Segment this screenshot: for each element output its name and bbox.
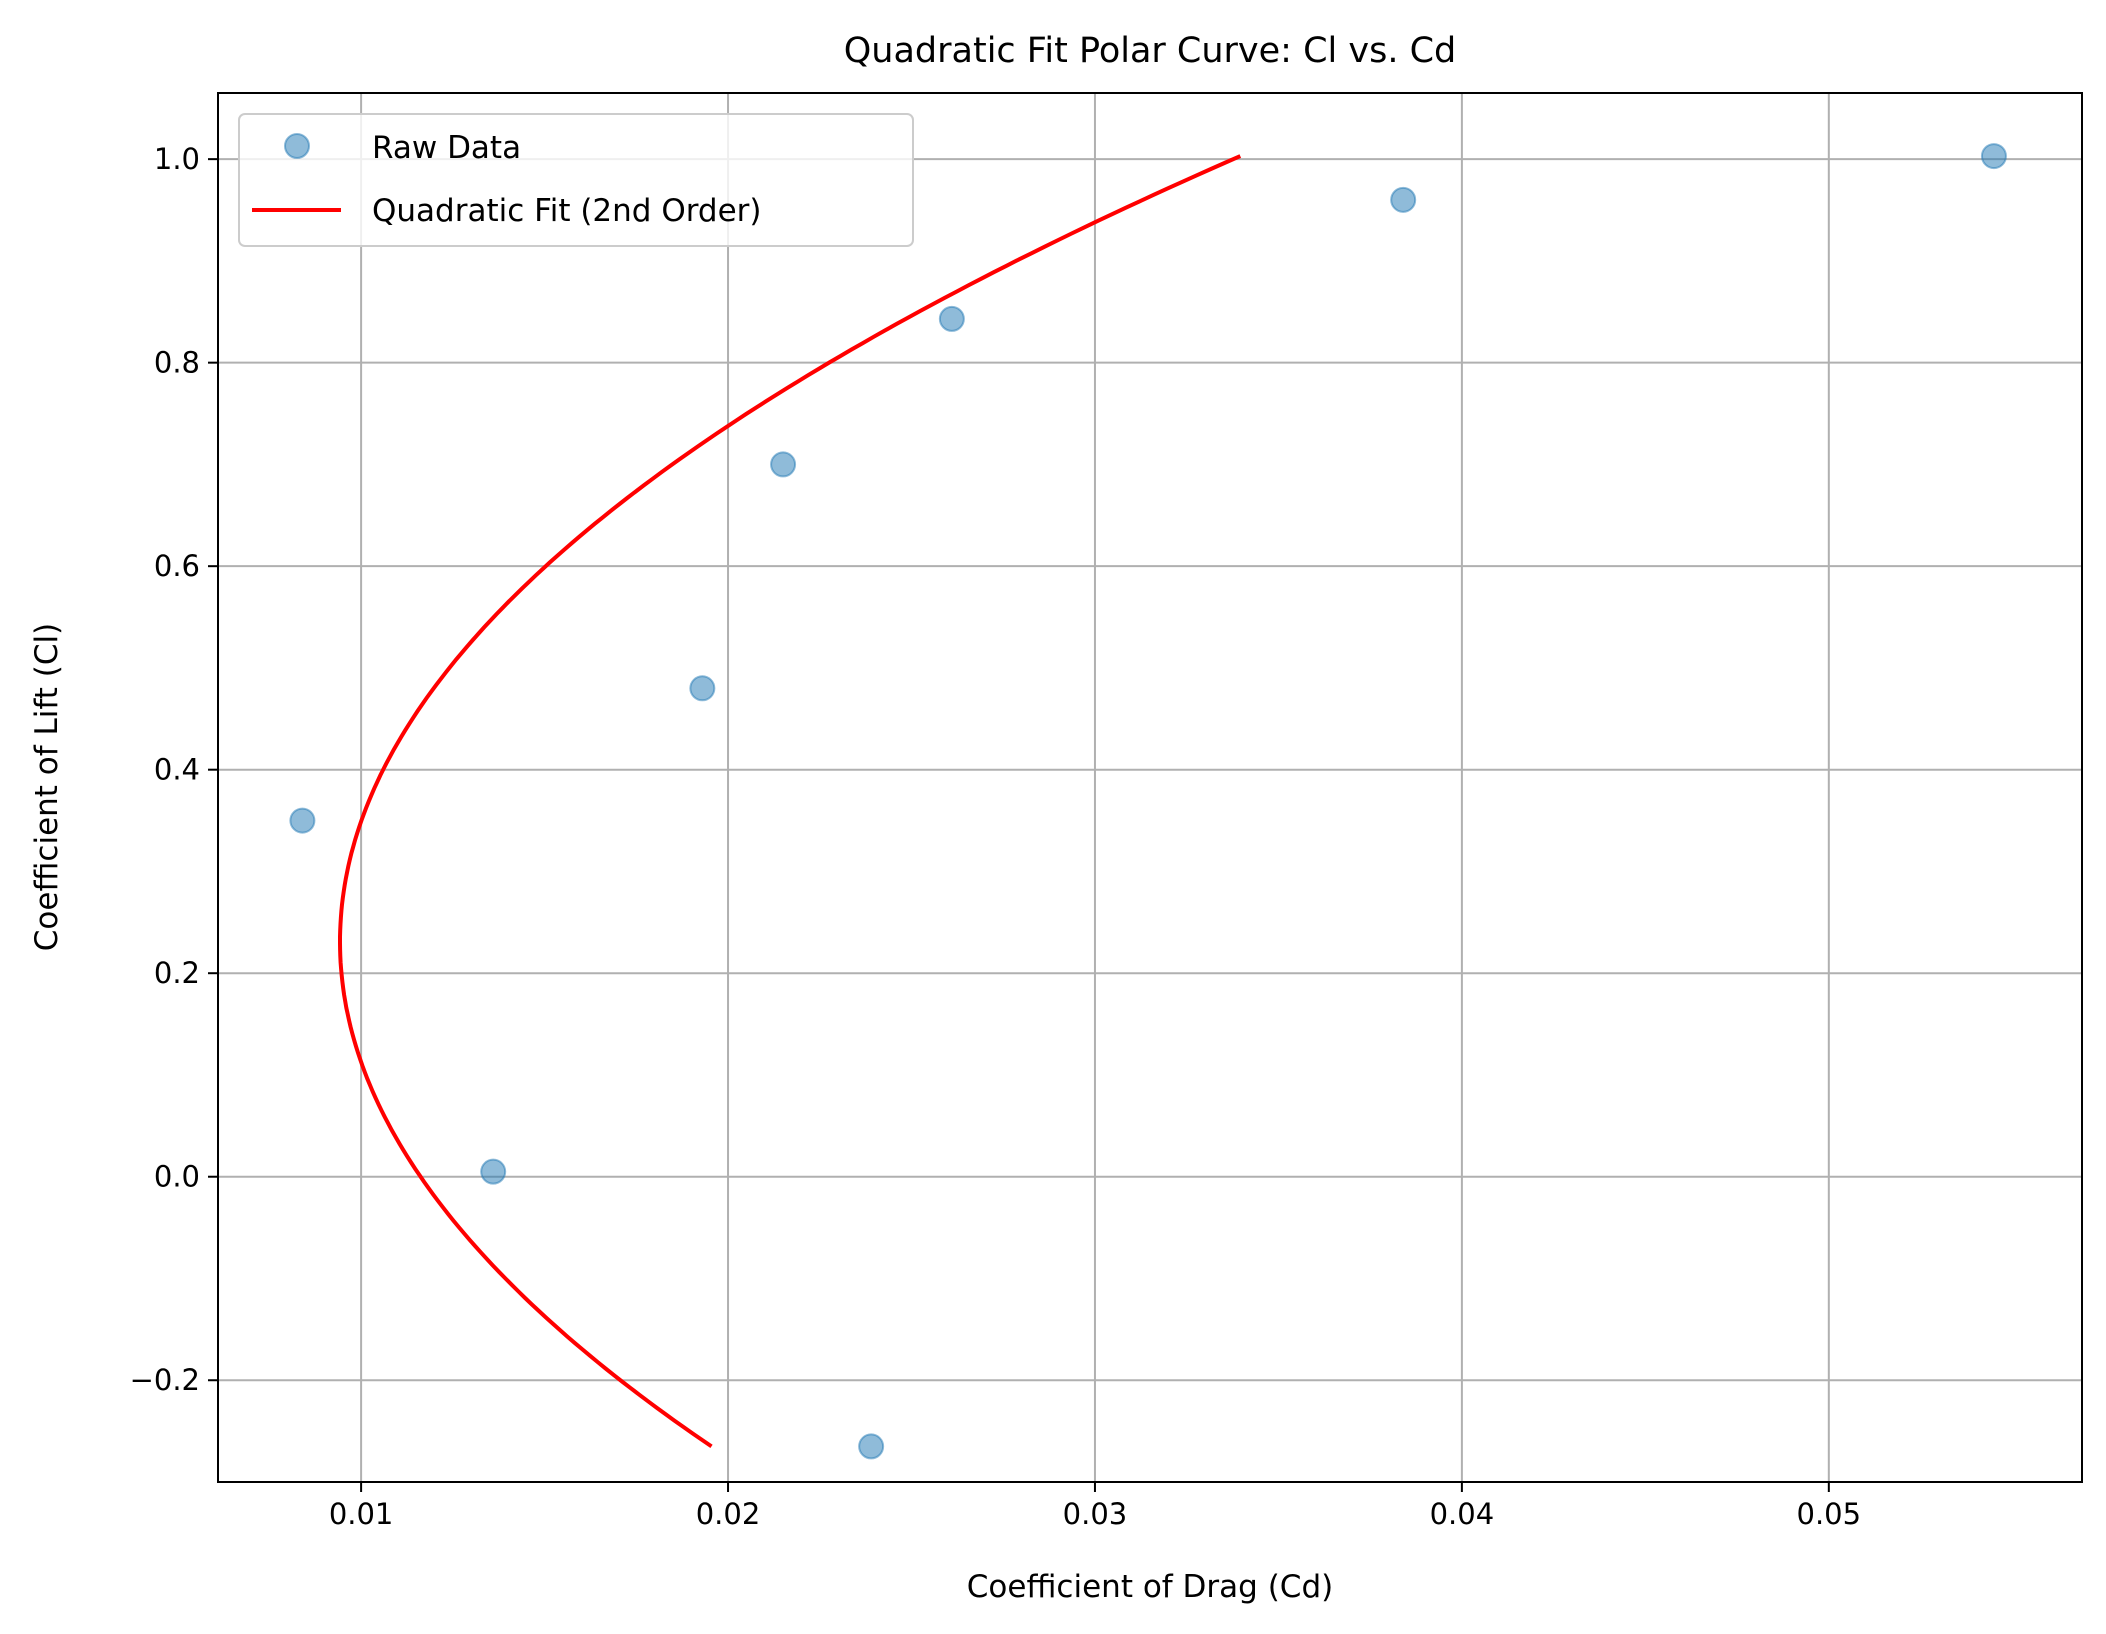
y-tick-label: 0.0 bbox=[154, 1160, 200, 1194]
legend-raw-data-label: Raw Data bbox=[372, 130, 521, 166]
legend-raw-data-marker bbox=[284, 133, 310, 159]
y-tick-label: 0.4 bbox=[154, 753, 200, 787]
raw-data-point bbox=[689, 675, 716, 702]
y-tick-label: 0.2 bbox=[154, 956, 200, 990]
points-layer bbox=[289, 143, 2007, 1460]
plot-frame bbox=[217, 92, 2083, 1483]
x-tick-label: 0.04 bbox=[1430, 1497, 1495, 1531]
legend: Raw Data Quadratic Fit (2nd Order) bbox=[238, 113, 914, 247]
raw-data-point bbox=[480, 1158, 507, 1185]
raw-data-point bbox=[289, 807, 316, 834]
y-axis-label: Coefficient of Lift (Cl) bbox=[29, 623, 65, 951]
raw-data-point bbox=[1980, 143, 2007, 170]
legend-box bbox=[238, 113, 914, 247]
x-tick-label: 0.01 bbox=[329, 1497, 394, 1531]
raw-data-point bbox=[858, 1433, 885, 1460]
y-tick-label: −0.2 bbox=[130, 1363, 200, 1397]
plot-area bbox=[218, 93, 2082, 1482]
y-tick-label: 1.0 bbox=[154, 142, 200, 176]
y-tick-label: 0.8 bbox=[154, 346, 200, 380]
chart-title: Quadratic Fit Polar Curve: Cl vs. Cd bbox=[844, 31, 1456, 71]
fit-layer bbox=[338, 154, 1242, 1449]
x-tick-label: 0.02 bbox=[696, 1497, 761, 1531]
grid bbox=[218, 93, 2082, 1482]
raw-data-point bbox=[770, 451, 797, 478]
x-tick-label: 0.03 bbox=[1063, 1497, 1128, 1531]
quadratic-fit-line bbox=[338, 154, 1242, 1449]
raw-data-point bbox=[1390, 186, 1417, 213]
legend-fit-label: Quadratic Fit (2nd Order) bbox=[372, 193, 762, 229]
ticks: 0.01 0.02 0.03 0.04 0.05 −0.2 0.0 0.2 0.4 0.6 0.8 1… bbox=[130, 142, 1862, 1531]
y-tick-label: 0.6 bbox=[154, 549, 200, 583]
x-axis-label: Coefficient of Drag (Cd) bbox=[967, 1569, 1333, 1605]
x-tick-label: 0.05 bbox=[1797, 1497, 1862, 1531]
raw-data-point bbox=[938, 305, 965, 332]
